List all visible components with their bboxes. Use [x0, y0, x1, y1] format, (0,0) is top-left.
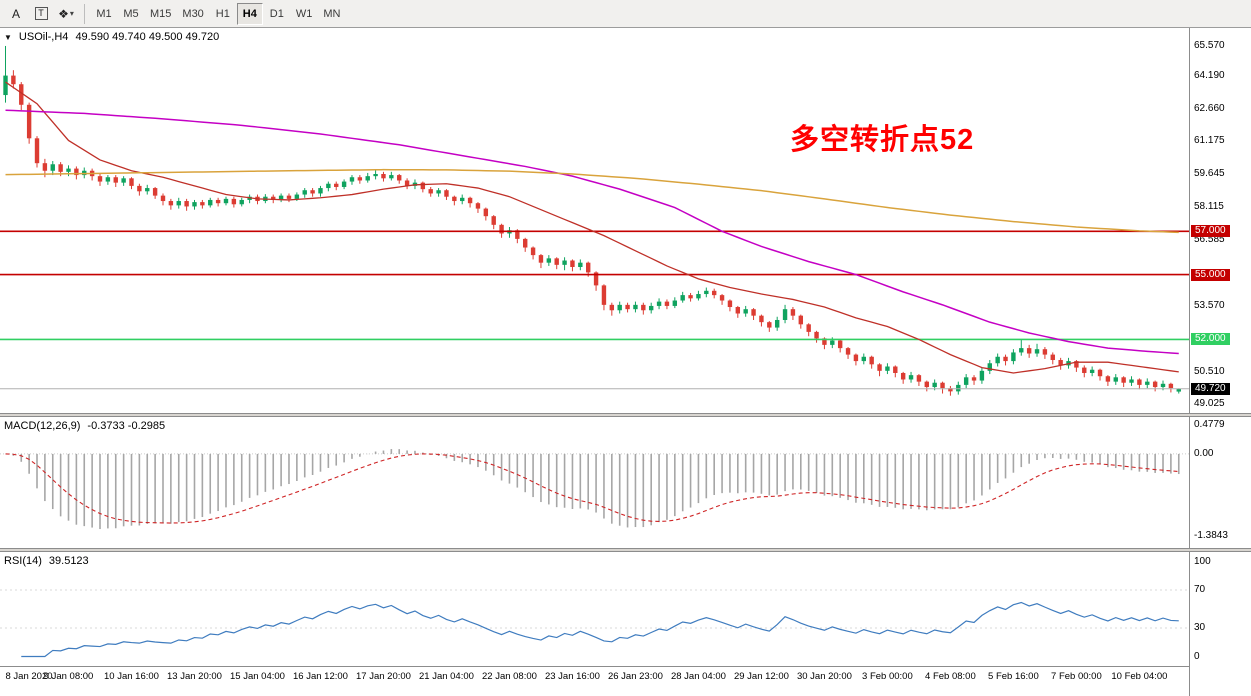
- time-axis-label: 10 Jan 16:00: [104, 671, 159, 682]
- time-axis-label: 22 Jan 08:00: [481, 671, 537, 682]
- chart-symbol-title: USOil-,H4: [18, 31, 69, 43]
- hline-price-label: 57.000: [1191, 225, 1230, 238]
- timeframe-button-m15[interactable]: M15: [145, 3, 176, 25]
- time-axis-label: 13 Jan 20:00: [167, 671, 222, 682]
- macd-label: MACD(12,26,9): [4, 420, 81, 432]
- price-axis-label: 62.660: [1194, 102, 1225, 114]
- price-axis-label: 56.585: [1194, 234, 1225, 246]
- pane-resize-handle[interactable]: [0, 548, 1251, 552]
- macd-chart-canvas[interactable]: [0, 417, 1189, 548]
- chevron-down-icon: ▾: [69, 9, 74, 18]
- macd-axis-label: 0.00: [1194, 447, 1214, 459]
- price-chart-canvas[interactable]: [0, 28, 1189, 413]
- chart-ohlc-values: 49.590 49.740 49.500 49.720: [75, 31, 220, 43]
- time-axis-label: 9 Jan 08:00: [43, 671, 94, 682]
- price-axis[interactable]: 65.570 64.190 62.660 61.175 59.645 58.115 56.5…: [1189, 28, 1251, 696]
- price-axis-label: 50.510: [1194, 365, 1225, 377]
- chart-title: ▼ USOil-,H4 49.590 49.740 49.500 49.720: [4, 31, 219, 43]
- timeframe-toolbar: M1 M5 M15 M30 H1 H4 D1 W1 MN: [91, 2, 345, 25]
- macd-title: MACD(12,26,9) -0.3733 -0.2985: [4, 420, 165, 432]
- drawing-tool-button[interactable]: ❖ ▾: [54, 3, 78, 25]
- drawing-tool-icon: ❖: [58, 6, 69, 21]
- macd-axis-label: -1.3843: [1194, 530, 1228, 542]
- symbol-dropdown-icon[interactable]: ▼: [4, 32, 12, 42]
- price-axis-label: 64.190: [1194, 69, 1225, 81]
- price-axis-label: 53.570: [1194, 299, 1225, 311]
- arrow-tool-button[interactable]: A: [4, 3, 28, 25]
- time-axis-label: 16 Jan 12:00: [293, 671, 348, 682]
- price-chart-pane[interactable]: ▼ USOil-,H4 49.590 49.740 49.500 49.720 …: [0, 28, 1189, 413]
- rsi-axis-label: 0: [1194, 650, 1200, 662]
- timeframe-button-h1[interactable]: H1: [210, 3, 236, 25]
- hline-price-label: 55.000: [1191, 268, 1230, 281]
- time-axis-label: 15 Jan 04:00: [230, 671, 285, 682]
- timeframe-button-h4[interactable]: H4: [236, 2, 263, 25]
- macd-values: -0.3733 -0.2985: [87, 420, 166, 432]
- hline-price-label: 52.000: [1191, 333, 1230, 346]
- rsi-indicator-pane[interactable]: RSI(14) 39.5123: [0, 552, 1189, 666]
- timeframe-button-m1[interactable]: M1: [91, 3, 117, 25]
- price-axis-label: 65.570: [1194, 39, 1225, 51]
- pane-resize-handle[interactable]: [0, 413, 1251, 417]
- time-axis-label: 7 Feb 00:00: [1051, 671, 1102, 682]
- time-axis-label: 21 Jan 04:00: [418, 671, 474, 682]
- rsi-axis-label: 30: [1194, 622, 1206, 633]
- time-axis-label: 5 Feb 16:00: [988, 671, 1039, 682]
- timeframe-button-m30[interactable]: M30: [177, 3, 208, 25]
- rsi-chart-canvas[interactable]: [0, 552, 1189, 666]
- text-tool-button[interactable]: T: [29, 3, 53, 25]
- arrow-tool-label: A: [11, 6, 20, 21]
- price-axis-label: 49.025: [1194, 397, 1225, 409]
- time-axis-label: 8 Jan 2020: [5, 671, 53, 682]
- rsi-title: RSI(14) 39.5123: [4, 555, 89, 567]
- rsi-axis-label: 100: [1194, 555, 1211, 567]
- time-axis-label: 28 Jan 04:00: [670, 671, 726, 682]
- time-axis-label: 26 Jan 23:00: [607, 671, 663, 682]
- time-axis-label: 4 Feb 08:00: [925, 671, 976, 682]
- time-axis[interactable]: 8 Jan 2020 9 Jan 08:00 10 Jan 16:00 13 Jan …: [0, 666, 1189, 696]
- rsi-label: RSI(14): [4, 555, 42, 567]
- rsi-value: 39.5123: [48, 555, 89, 567]
- price-axis-label: 61.175: [1194, 135, 1225, 146]
- toolbar-separator: [84, 3, 85, 24]
- text-tool-icon: T: [34, 7, 48, 20]
- time-axis-label: 10 Feb 04:00: [1111, 671, 1168, 682]
- price-axis-label: 58.115: [1194, 201, 1224, 213]
- current-price-label: 49.720: [1191, 382, 1230, 395]
- time-axis-label: 17 Jan 20:00: [356, 671, 411, 682]
- chart-annotation-text[interactable]: 多空转折点52: [790, 124, 975, 156]
- macd-indicator-pane[interactable]: MACD(12,26,9) -0.3733 -0.2985: [0, 417, 1189, 548]
- timeframe-button-mn[interactable]: MN: [318, 3, 345, 25]
- timeframe-button-w1[interactable]: W1: [291, 3, 318, 25]
- time-axis-label: 30 Jan 20:00: [796, 671, 852, 682]
- rsi-axis-label: 70: [1194, 584, 1206, 595]
- timeframe-button-m5[interactable]: M5: [118, 3, 144, 25]
- time-axis-label: 3 Feb 00:00: [862, 671, 913, 682]
- toolbar: A T ❖ ▾ M1 M5 M15 M30 H1 H4 D1 W1 MN: [0, 0, 1251, 28]
- time-axis-label: 29 Jan 12:00: [733, 671, 789, 682]
- macd-axis-label: 0.4779: [1194, 419, 1225, 431]
- time-axis-label: 23 Jan 16:00: [544, 671, 600, 682]
- timeframe-button-d1[interactable]: D1: [264, 3, 290, 25]
- price-axis-label: 59.645: [1194, 168, 1225, 180]
